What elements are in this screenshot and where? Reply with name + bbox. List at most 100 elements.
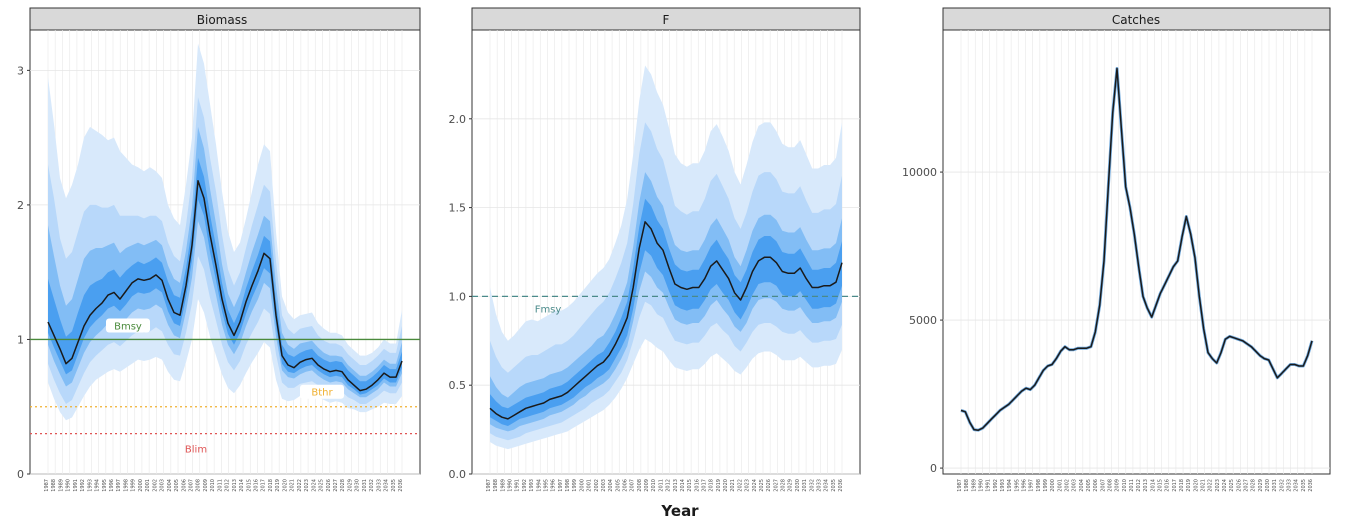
x-tick-label: 2005 <box>615 479 621 492</box>
x-tick-label: 1988 <box>51 479 57 492</box>
x-tick-label: 2024 <box>752 479 758 492</box>
x-tick-label: 1997 <box>116 479 122 492</box>
x-tick-label: 2023 <box>745 479 751 492</box>
x-tick-label: 2004 <box>167 479 173 492</box>
x-tick-label: 2011 <box>658 479 664 492</box>
band-50pct <box>48 126 402 398</box>
x-tick-label: 2014 <box>680 479 686 492</box>
x-tick-label: 1992 <box>522 479 528 492</box>
x-tick-label: 2017 <box>1172 479 1178 492</box>
x-tick-label: 2022 <box>297 479 303 492</box>
ref-label-fmsy: Fmsy <box>535 304 562 315</box>
x-tick-label: 2009 <box>1115 479 1121 492</box>
x-tick-label: 1998 <box>1036 479 1042 492</box>
x-tick-label: 2025 <box>759 479 765 492</box>
x-tick-label: 2027 <box>773 479 779 492</box>
x-tick-label: 2036 <box>838 479 844 492</box>
y-tick-label: 10000 <box>902 166 937 179</box>
x-tick-label: 2010 <box>210 479 216 492</box>
x-tick-label: 2030 <box>1265 479 1271 492</box>
x-tick-label: 2022 <box>737 479 743 492</box>
x-tick-label: 2026 <box>1236 479 1242 492</box>
y-tick-label: 0.0 <box>449 468 467 481</box>
ref-label-box <box>106 318 150 333</box>
x-tick-label: 1994 <box>95 479 101 492</box>
x-tick-label: 1990 <box>978 479 984 492</box>
x-tick-label: 2000 <box>579 479 585 492</box>
x-tick-label: 2025 <box>319 479 325 492</box>
x-tick-label: 2028 <box>340 479 346 492</box>
x-tick-label: 2034 <box>824 479 830 492</box>
x-tick-label: 2022 <box>1208 479 1214 492</box>
x-tick-label: 2028 <box>1251 479 1257 492</box>
x-tick-label: 2004 <box>1079 479 1085 492</box>
x-tick-label: 1994 <box>536 479 542 492</box>
x-tick-label: 2018 <box>268 479 274 492</box>
x-tick-label: 2015 <box>1158 479 1164 492</box>
series-line <box>47 179 403 392</box>
x-tick-label: 2006 <box>181 479 187 492</box>
series-line <box>960 67 1313 431</box>
x-tick-label: 2014 <box>239 479 245 492</box>
x-tick-label: 1994 <box>1007 479 1013 492</box>
ref-label-bmsy: Bmsy <box>114 321 142 332</box>
panel-strip <box>29 7 421 31</box>
x-tick-label: 2030 <box>355 479 361 492</box>
y-tick-label: 2 <box>17 199 24 212</box>
x-tick-label: 1993 <box>87 479 93 492</box>
band-25pct <box>490 198 842 426</box>
y-tick-label: 5000 <box>909 314 937 327</box>
x-tick-label: 2015 <box>687 479 693 492</box>
x-tick-label: 2016 <box>1165 479 1171 492</box>
x-tick-label: 2036 <box>1308 479 1314 492</box>
x-tick-label: 2010 <box>1122 479 1128 492</box>
x-tick-label: 2006 <box>1093 479 1099 492</box>
x-tick-label: 1997 <box>1029 479 1035 492</box>
x-tick-label: 2003 <box>1072 479 1078 492</box>
x-tick-label: 2033 <box>376 479 382 492</box>
x-tick-label: 2005 <box>174 479 180 492</box>
x-tick-label: 2001 <box>1057 479 1063 492</box>
x-axis-label: Year <box>660 502 699 518</box>
x-tick-label: 1995 <box>102 479 108 492</box>
x-tick-label: 1998 <box>565 479 571 492</box>
x-tick-label: 2002 <box>1064 479 1070 492</box>
x-tick-label: 1999 <box>1043 479 1049 492</box>
x-tick-label: 1990 <box>66 479 72 492</box>
x-tick-label: 2029 <box>347 479 353 492</box>
x-tick-label: 2004 <box>608 479 614 492</box>
x-tick-label: 2017 <box>261 479 267 492</box>
y-tick-label: 1.0 <box>449 290 467 303</box>
ref-label-blim: Blim <box>185 445 207 456</box>
x-tick-label: 1996 <box>1021 479 1027 492</box>
x-tick-label: 1989 <box>971 479 977 492</box>
x-tick-label: 2000 <box>138 479 144 492</box>
x-tick-label: 2034 <box>384 479 390 492</box>
x-tick-label: 2008 <box>637 479 643 492</box>
x-tick-label: 2035 <box>391 479 397 492</box>
x-tick-label: 2018 <box>1179 479 1185 492</box>
x-tick-label: 2029 <box>788 479 794 492</box>
y-tick-label: 0 <box>17 468 24 481</box>
x-tick-label: 2034 <box>1294 479 1300 492</box>
x-tick-label: 2023 <box>1215 479 1221 492</box>
x-tick-label: 2021 <box>730 479 736 492</box>
x-tick-label: 2027 <box>333 479 339 492</box>
x-tick-label: 2006 <box>622 479 628 492</box>
x-tick-label: 1987 <box>957 479 963 492</box>
x-tick-label: 2001 <box>145 479 151 492</box>
x-tick-label: 1999 <box>131 479 137 492</box>
x-tick-label: 1995 <box>1014 479 1020 492</box>
x-tick-label: 1988 <box>493 479 499 492</box>
y-tick-label: 0 <box>930 462 937 475</box>
x-tick-label: 1997 <box>558 479 564 492</box>
panel-title-catches: Catches <box>1112 13 1160 27</box>
panel-biomass: Biomass 1987 1988 1989 1990 1991 1992 1993 1994… <box>17 7 421 492</box>
x-tick-label: 2021 <box>290 479 296 492</box>
x-tick-label: 1993 <box>1000 479 1006 492</box>
x-tick-label: 1996 <box>551 479 557 492</box>
x-tick-label: 2032 <box>1279 479 1285 492</box>
x-tick-label: 1989 <box>500 479 506 492</box>
x-tick-label: 2013 <box>232 479 238 492</box>
